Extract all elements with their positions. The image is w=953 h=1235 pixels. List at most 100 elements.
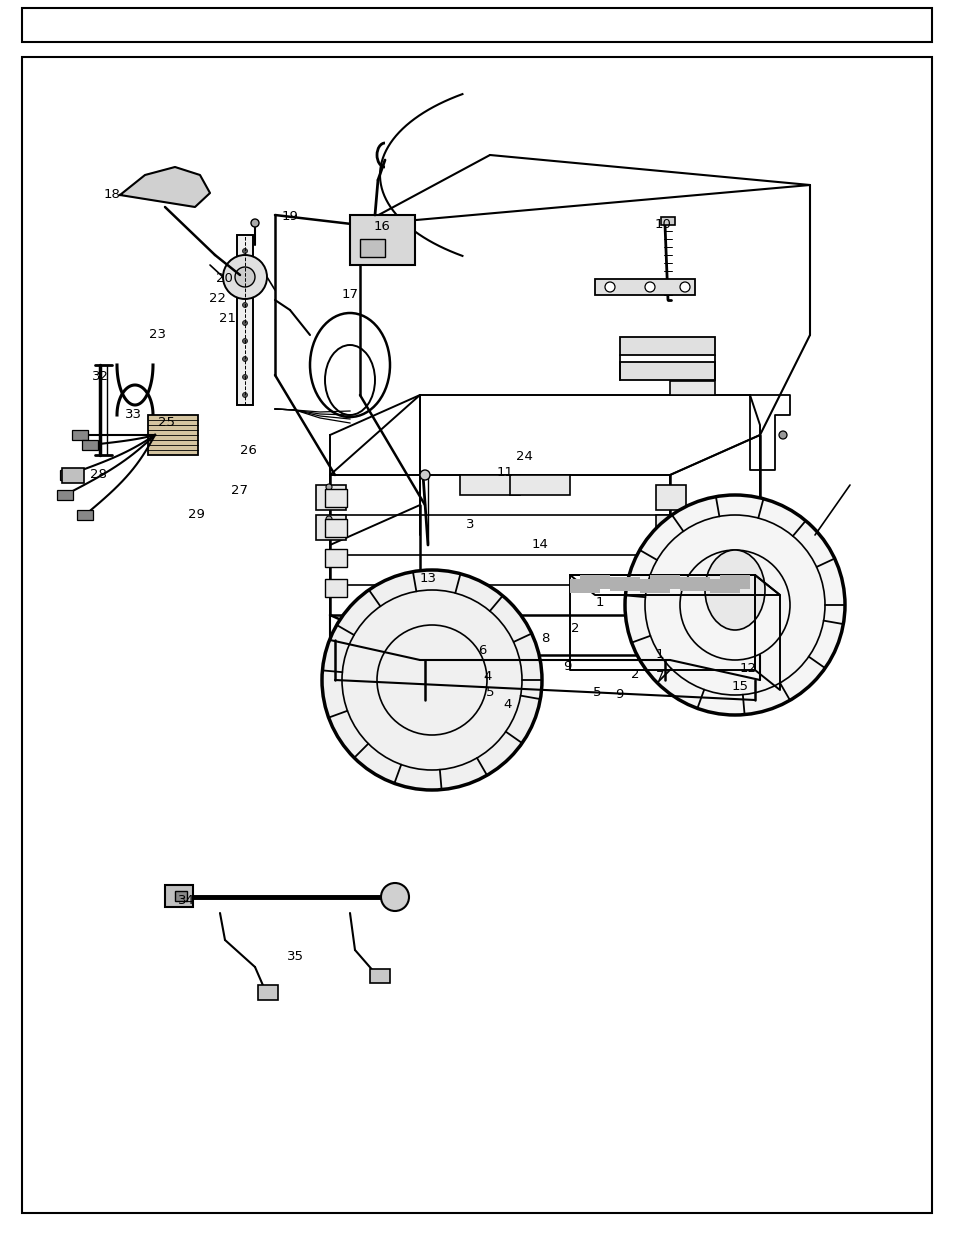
Bar — [257, 986, 277, 1000]
Text: 15: 15 — [731, 680, 748, 694]
Bar — [236, 235, 253, 405]
Ellipse shape — [242, 284, 247, 289]
Polygon shape — [330, 395, 760, 475]
Bar — [609, 577, 639, 592]
Bar — [649, 576, 679, 589]
Bar — [370, 969, 390, 983]
Bar — [669, 382, 714, 395]
Bar — [77, 510, 92, 520]
Bar — [325, 489, 347, 508]
Ellipse shape — [624, 495, 844, 715]
Bar — [174, 890, 187, 902]
Bar — [71, 430, 88, 440]
Bar — [569, 579, 599, 593]
Ellipse shape — [242, 338, 247, 343]
Bar — [325, 579, 347, 597]
Text: 1: 1 — [595, 595, 603, 609]
Text: 5: 5 — [592, 687, 600, 699]
Ellipse shape — [242, 374, 247, 379]
Ellipse shape — [242, 393, 247, 398]
Ellipse shape — [704, 550, 764, 630]
Text: 1: 1 — [655, 648, 663, 662]
Bar — [660, 217, 675, 225]
Polygon shape — [754, 576, 780, 690]
Text: 2: 2 — [570, 622, 578, 636]
Polygon shape — [120, 167, 210, 207]
Ellipse shape — [644, 282, 655, 291]
Bar — [148, 415, 198, 454]
Text: 3: 3 — [465, 519, 474, 531]
Polygon shape — [569, 576, 754, 671]
Text: 4: 4 — [483, 671, 492, 683]
Text: 33: 33 — [125, 409, 141, 421]
Ellipse shape — [380, 883, 409, 911]
Bar — [510, 475, 569, 495]
Text: 4: 4 — [503, 699, 512, 711]
Text: 25: 25 — [158, 416, 175, 430]
Text: 24: 24 — [515, 451, 532, 463]
Ellipse shape — [604, 282, 615, 291]
Ellipse shape — [223, 254, 267, 299]
Text: 26: 26 — [239, 445, 256, 457]
Bar — [656, 515, 685, 540]
Bar — [165, 885, 193, 906]
Ellipse shape — [242, 248, 247, 253]
Ellipse shape — [779, 431, 786, 438]
Bar — [619, 362, 714, 380]
Text: 7: 7 — [655, 671, 663, 683]
Ellipse shape — [242, 321, 247, 326]
Text: 20: 20 — [215, 273, 233, 285]
Text: 12: 12 — [739, 662, 756, 676]
Text: 29: 29 — [188, 509, 204, 521]
Polygon shape — [749, 395, 789, 471]
Text: 32: 32 — [91, 370, 109, 384]
Ellipse shape — [679, 282, 689, 291]
Bar — [459, 475, 519, 495]
Text: 17: 17 — [341, 289, 358, 301]
Text: 21: 21 — [219, 312, 236, 326]
Ellipse shape — [242, 357, 247, 362]
Ellipse shape — [419, 471, 430, 480]
Bar — [709, 579, 740, 593]
Bar — [579, 576, 609, 589]
Bar — [62, 468, 84, 483]
Text: 19: 19 — [281, 210, 298, 224]
Text: 14: 14 — [531, 538, 548, 552]
Ellipse shape — [251, 219, 258, 227]
Bar — [350, 215, 415, 266]
Bar — [315, 485, 346, 510]
Bar — [82, 440, 98, 450]
Bar — [22, 7, 931, 42]
Bar — [60, 471, 76, 480]
Bar — [325, 519, 347, 537]
Bar — [359, 240, 385, 257]
Text: 28: 28 — [90, 468, 107, 482]
Bar — [595, 279, 695, 295]
Ellipse shape — [242, 303, 247, 308]
Text: 34: 34 — [177, 893, 194, 906]
Text: 13: 13 — [419, 573, 436, 585]
Polygon shape — [569, 576, 780, 595]
Ellipse shape — [322, 571, 541, 790]
Text: 11: 11 — [496, 467, 513, 479]
Ellipse shape — [234, 267, 254, 287]
Ellipse shape — [326, 484, 332, 490]
Text: 2: 2 — [630, 668, 639, 682]
Polygon shape — [330, 395, 419, 545]
Text: 5: 5 — [485, 685, 494, 699]
Text: 8: 8 — [540, 631, 549, 645]
Polygon shape — [669, 435, 760, 545]
Text: 16: 16 — [374, 221, 390, 233]
Text: 9: 9 — [562, 661, 571, 673]
Bar — [57, 490, 73, 500]
Text: 23: 23 — [150, 329, 167, 342]
Text: 27: 27 — [232, 484, 248, 498]
Ellipse shape — [242, 267, 247, 272]
Ellipse shape — [326, 516, 332, 522]
Bar — [325, 550, 347, 567]
Text: 10: 10 — [654, 219, 671, 231]
Text: 22: 22 — [210, 291, 226, 305]
Bar — [720, 576, 749, 589]
Text: 9: 9 — [614, 688, 622, 701]
Bar — [679, 577, 709, 592]
